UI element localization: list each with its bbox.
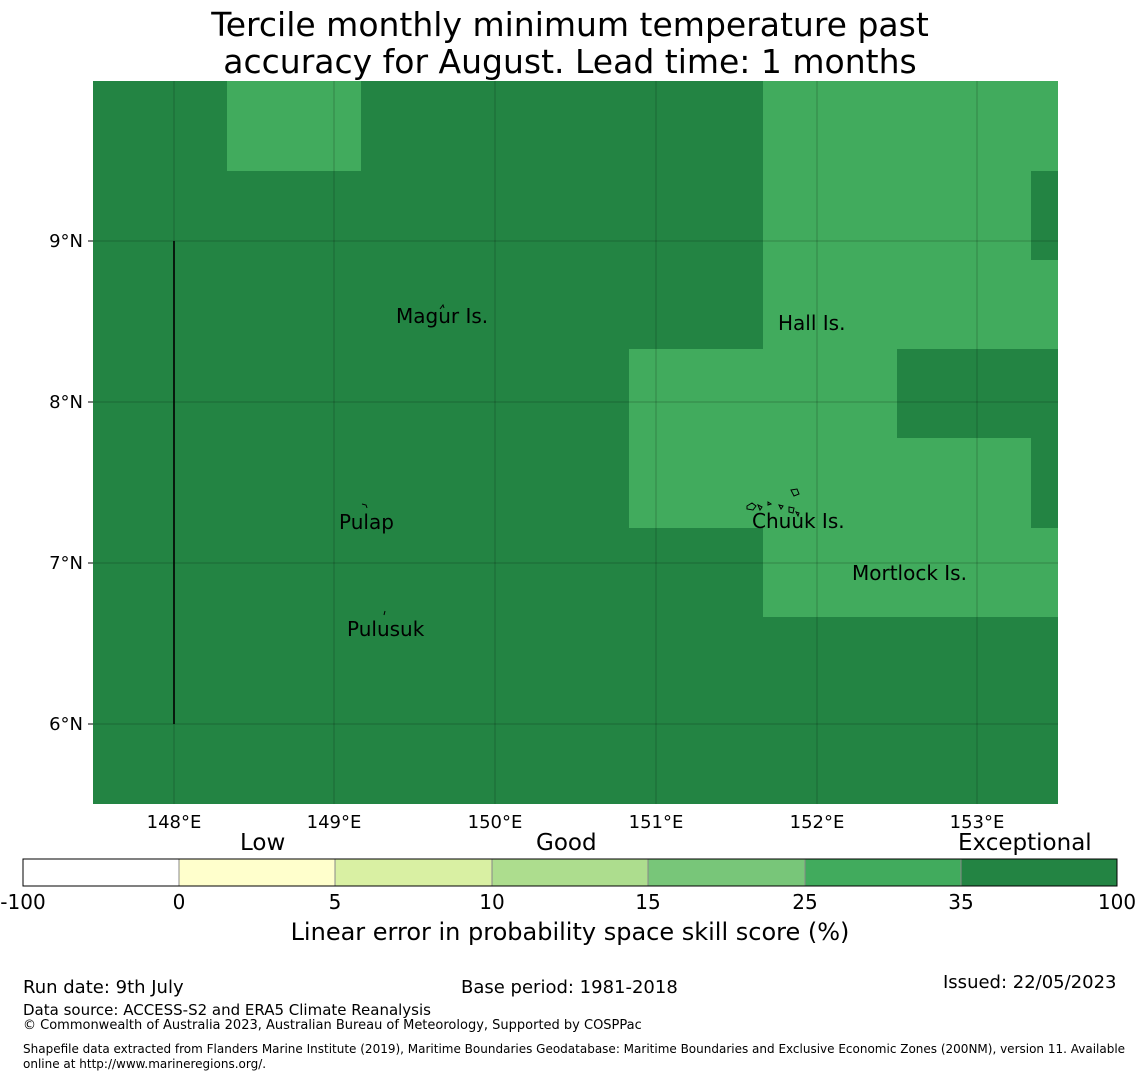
colorbar-tick-label: 100 — [1097, 890, 1137, 914]
lon-label-153e: 153°E — [950, 812, 1005, 833]
shapefile-credit-line-2: online at http://www.marineregions.org/. — [23, 1057, 267, 1071]
issued-date: Issued: 22/05/2023 — [943, 972, 1117, 993]
good-region-east-upper — [763, 81, 1058, 349]
map-title: Tercile monthly minimum temperature past… — [0, 6, 1140, 80]
place-label-pulusuk: Pulusuk — [347, 617, 425, 641]
place-label-hall: Hall Is. — [778, 311, 845, 335]
copyright: © Commonwealth of Australia 2023, Austra… — [23, 1018, 642, 1033]
exceptional-cell-east — [1031, 171, 1058, 260]
longitude-labels: 148°E 149°E 150°E 151°E 152°E 153°E — [147, 812, 1005, 833]
colorbar-tick-label: 5 — [328, 890, 342, 914]
colorbar-dividers — [178, 859, 962, 886]
colorbar-segment-4 — [492, 859, 648, 886]
map-frame-ticks — [88, 240, 93, 725]
place-label-pulap: Pulap — [339, 510, 394, 534]
colorbar-frame — [22, 858, 1118, 887]
good-cell-north — [227, 81, 361, 171]
colorbar-tick-label: 25 — [792, 890, 818, 914]
shapefile-credit-line-1: Shapefile data extracted from Flanders M… — [23, 1042, 1126, 1056]
pulusuk-island-outline — [383, 610, 386, 616]
magur-island-outline — [439, 303, 445, 310]
colorbar — [22, 858, 1118, 887]
place-label-chuuk: Chuuk Is. — [752, 509, 845, 533]
lon-label-152e: 152°E — [790, 812, 845, 833]
title-line-2: accuracy for August. Lead time: 1 months — [223, 42, 917, 81]
colorbar-segment-7 — [961, 859, 1117, 886]
colorbar-segment-5 — [648, 859, 805, 886]
lon-label-149e: 149°E — [307, 812, 362, 833]
latitude-labels: 9°N 8°N 7°N 6°N — [49, 231, 83, 735]
skill-grid — [93, 81, 1058, 804]
good-region-southeast — [763, 528, 1058, 617]
colorbar-segment-2 — [179, 859, 335, 886]
colorbar-segment-1 — [23, 859, 179, 886]
colorbar-axis-label: Linear error in probability space skill … — [290, 918, 850, 946]
colorbar-tick-label: 35 — [948, 890, 974, 914]
island-outlines — [361, 303, 800, 616]
pulap-island-outline — [361, 503, 368, 509]
title-line-1: Tercile monthly minimum temperature past — [211, 5, 929, 44]
base-period: Base period: 1981-2018 — [461, 977, 678, 998]
good-region-central — [629, 349, 897, 528]
lat-label-6n: 6°N — [49, 714, 83, 735]
place-label-mortlock: Mortlock Is. — [852, 561, 967, 585]
lon-label-148e: 148°E — [147, 812, 202, 833]
lat-label-9n: 9°N — [49, 231, 83, 252]
colorbar-tick-label: 10 — [479, 890, 505, 914]
colorbar-category-good: Good — [536, 830, 597, 856]
colorbar-tick-label: -100 — [0, 890, 46, 914]
colorbar-segment-3 — [335, 859, 492, 886]
good-region-east-middle — [897, 438, 1031, 528]
lon-label-151e: 151°E — [629, 812, 684, 833]
graticule — [93, 81, 1058, 804]
place-labels: Magur Is. Hall Is. Pulap Chuuk Is. Mortl… — [339, 304, 967, 641]
run-date: Run date: 9th July — [23, 977, 184, 998]
colorbar-segment-6 — [805, 859, 961, 886]
data-source: Data source: ACCESS-S2 and ERA5 Climate … — [23, 1001, 431, 1019]
chuuk-atoll-outline — [746, 488, 800, 518]
lat-label-8n: 8°N — [49, 392, 83, 413]
place-label-magur: Magur Is. — [396, 304, 488, 328]
colorbar-category-low: Low — [240, 830, 286, 856]
lon-label-150e: 150°E — [468, 812, 523, 833]
colorbar-tick-label: 15 — [635, 890, 661, 914]
lat-label-7n: 7°N — [49, 553, 83, 574]
colorbar-category-exceptional: Exceptional — [958, 830, 1092, 856]
colorbar-tick-label: 0 — [172, 890, 186, 914]
